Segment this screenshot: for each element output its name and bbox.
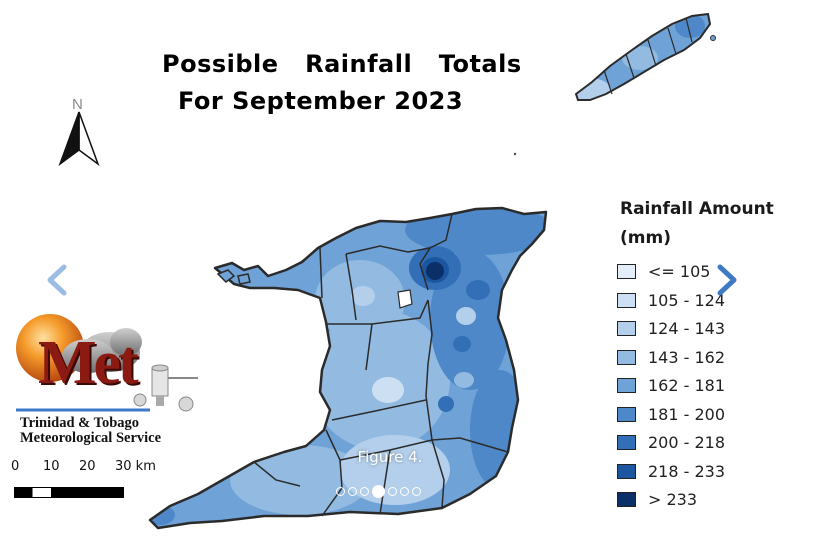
scale-label: 30 km (115, 459, 156, 474)
tobago-island (574, 12, 716, 101)
scale-label: 20 (79, 459, 96, 474)
carousel-dot[interactable] (400, 487, 409, 496)
legend-item: <= 105 (617, 261, 710, 281)
legend-label: 181 - 200 (648, 404, 726, 424)
legend-swatch (617, 434, 636, 450)
carousel-dot[interactable] (336, 487, 345, 496)
legend-item: 218 - 233 (617, 461, 725, 481)
legend-swatch (617, 349, 636, 365)
chevron-left-icon (47, 264, 67, 296)
legend-item: 162 - 181 (617, 375, 725, 395)
legend-swatch (617, 377, 636, 393)
carousel-next-button[interactable] (712, 262, 742, 303)
legend-label: 143 - 162 (648, 347, 726, 367)
logo-graphic (16, 314, 198, 412)
legend-label: > 233 (648, 489, 698, 509)
legend-swatch (617, 292, 636, 308)
north-label: N (72, 96, 83, 113)
logo-org-line1: Trinidad & Tobago (20, 415, 140, 431)
legend-label: 200 - 218 (648, 432, 726, 452)
carousel-prev-button[interactable] (42, 262, 72, 303)
legend-item: 105 - 124 (617, 290, 725, 310)
carousel-dot[interactable] (388, 487, 397, 496)
legend-label: 218 - 233 (648, 461, 726, 481)
legend-label: 105 - 124 (648, 290, 726, 310)
legend-item: 181 - 200 (617, 404, 725, 424)
carousel-caption: Figure 4. (357, 448, 423, 466)
legend-title: Rainfall Amount (620, 199, 774, 219)
legend-item: 200 - 218 (617, 432, 725, 452)
legend-label: <= 105 (648, 261, 711, 281)
legend-label: 124 - 143 (648, 318, 726, 338)
legend-item: 143 - 162 (617, 347, 725, 367)
north-arrow-icon (58, 111, 100, 166)
carousel-dot[interactable] (412, 487, 421, 496)
legend-swatch (617, 320, 636, 336)
map-title-line2: For September 2023 (178, 87, 464, 115)
legend-unit: (mm) (620, 228, 671, 248)
carousel-dot[interactable] (360, 487, 369, 496)
map-title-line1: Possible Rainfall Totals (162, 50, 522, 78)
legend-swatch (617, 491, 636, 507)
scale-label: 10 (43, 459, 60, 474)
chevron-right-icon (717, 264, 737, 296)
carousel-indicators (336, 485, 421, 498)
scale-label: 0 (11, 459, 20, 474)
met-service-logo: Met Trinidad & Tobago Meteorological Ser… (10, 312, 210, 447)
legend-swatch (617, 406, 636, 422)
trinidad-island (148, 206, 548, 530)
legend-swatch (617, 263, 636, 279)
legend-item: 124 - 143 (617, 318, 725, 338)
carousel-dot-active[interactable] (372, 485, 385, 498)
scale-bar-graphic (14, 487, 124, 498)
carousel-dot[interactable] (348, 487, 357, 496)
legend-label: 162 - 181 (648, 375, 726, 395)
logo-wordmark: Met (38, 329, 139, 397)
legend-item: > 233 (617, 489, 697, 509)
logo-org-line2: Meteorological Service (20, 430, 162, 446)
legend-swatch (617, 463, 636, 479)
